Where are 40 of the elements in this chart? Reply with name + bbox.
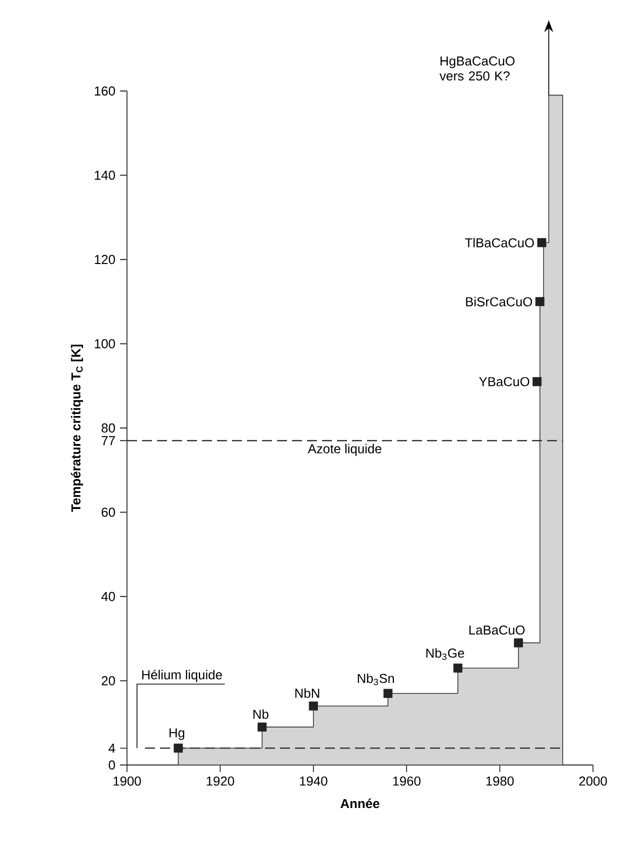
point <box>258 722 267 732</box>
point <box>532 377 542 386</box>
y-tick-label: 77 <box>102 436 115 446</box>
annotation: Nb <box>253 709 268 719</box>
x-tick-label: 1980 <box>486 776 514 786</box>
annotation: Nb$_{3}$Ge <box>426 648 464 660</box>
point <box>308 702 318 711</box>
y-tick-label: 4 <box>108 744 116 753</box>
y-tick-label: 120 <box>94 254 115 264</box>
point <box>383 688 392 698</box>
text: HgBaCaCuO vers 250 K? <box>440 56 514 81</box>
y-tick-label: 60 <box>102 508 115 517</box>
annotation: YBaCuO <box>479 377 530 386</box>
y-tick-label: 0 <box>108 760 115 770</box>
annotation: NbN <box>295 688 320 698</box>
annotation: Nb$_{3}$Sn <box>358 673 394 686</box>
x-tick-label: 2000 <box>579 776 607 786</box>
x-tick-label: 1960 <box>393 776 420 786</box>
x-tick-label: 1940 <box>300 776 328 786</box>
point <box>537 238 546 248</box>
x-axis-title: Année <box>340 798 380 808</box>
point <box>535 297 544 306</box>
text: Température critique T$_{C}$ [K] <box>70 344 84 512</box>
y-tick-label: 100 <box>94 339 115 348</box>
annotation: Hg <box>170 728 184 740</box>
y-tick-label: 40 <box>101 592 115 602</box>
point <box>514 638 523 648</box>
ref-line-label: Hélium liquide <box>142 670 222 682</box>
ref-line-label: Azote liquide <box>308 444 382 456</box>
point <box>174 744 183 753</box>
point <box>453 664 462 673</box>
y-tick-label: 80 <box>102 423 115 433</box>
x-tick-label: 1920 <box>206 776 234 786</box>
annotation: LaBaCuO <box>469 625 525 635</box>
annotation: TlBaCaCuO <box>465 238 534 248</box>
annotation: BiSrCaCuO <box>466 296 532 306</box>
y-tick-label: 160 <box>94 86 115 96</box>
x-tick-label: 1900 <box>114 776 141 786</box>
y-tick-label: 20 <box>102 676 115 686</box>
y-tick-label: 140 <box>94 170 115 180</box>
